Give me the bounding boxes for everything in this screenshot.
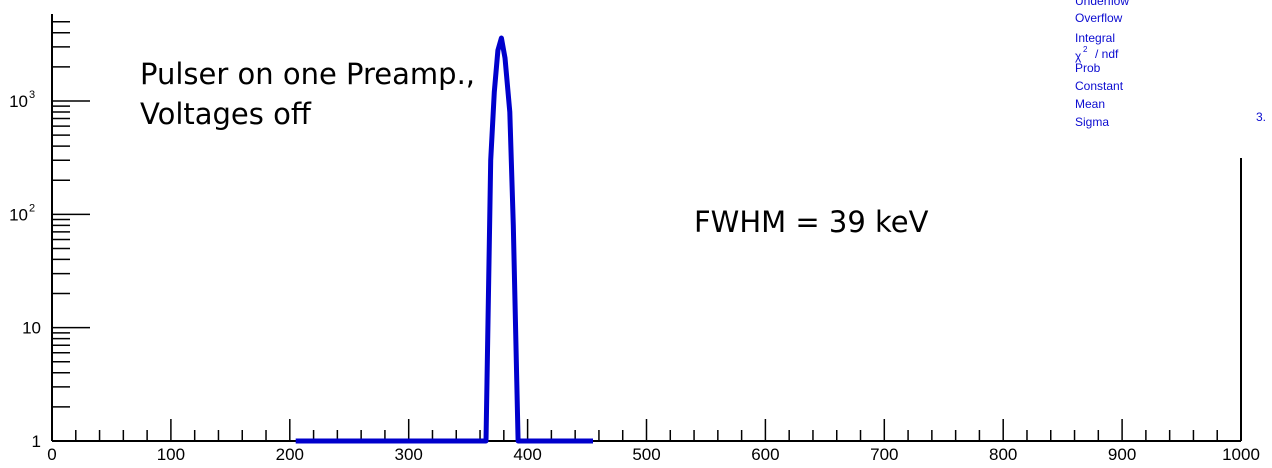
x-tick-label: 900	[1108, 445, 1136, 464]
y-tick-exponent: 3	[29, 89, 35, 101]
stat-mean-label: Mean	[1075, 97, 1105, 111]
y-tick-label: 1	[32, 432, 41, 451]
x-tick-label: 200	[276, 445, 304, 464]
stat-chi-exponent: 2	[1083, 45, 1088, 54]
x-tick-label: 1000	[1222, 445, 1260, 464]
stat-chi-symbol: χ	[1075, 49, 1082, 63]
x-tick-label: 100	[157, 445, 185, 464]
annotation-fwhm: FWHM = 39 keV	[694, 205, 929, 239]
stat-ndf-label: / ndf	[1095, 47, 1119, 61]
y-tick-label: 10	[9, 205, 28, 224]
stat-sigma-label: Sigma	[1075, 115, 1109, 129]
stat-overflow-label: Overflow	[1075, 11, 1123, 25]
x-tick-label: 0	[47, 445, 56, 464]
stats-box: Underflow Overflow Integral χ 2 / ndf Pr…	[1075, 0, 1266, 129]
y-tick-label: 10	[22, 319, 41, 338]
x-tick-label: 500	[632, 445, 660, 464]
annotation-pulser: Pulser on one Preamp.,	[140, 57, 475, 91]
series-layer	[295, 35, 594, 444]
y-tick-label: 10	[9, 92, 28, 111]
stat-prob-label: Prob	[1075, 61, 1101, 75]
x-tick-label: 300	[395, 445, 423, 464]
y-tick-exponent: 2	[29, 202, 35, 214]
stat-constant-label: Constant	[1075, 79, 1124, 93]
x-tick-label: 400	[513, 445, 541, 464]
x-tick-label: 800	[989, 445, 1017, 464]
stat-integral-label: Integral	[1075, 31, 1115, 45]
x-tick-label: 600	[751, 445, 779, 464]
x-tick-label: 700	[870, 445, 898, 464]
histogram-line	[295, 35, 593, 444]
annotation-voltages: Voltages off	[140, 97, 312, 131]
stat-underflow-label: Underflow	[1075, 0, 1129, 8]
stat-partial-value: 3.	[1256, 110, 1266, 124]
